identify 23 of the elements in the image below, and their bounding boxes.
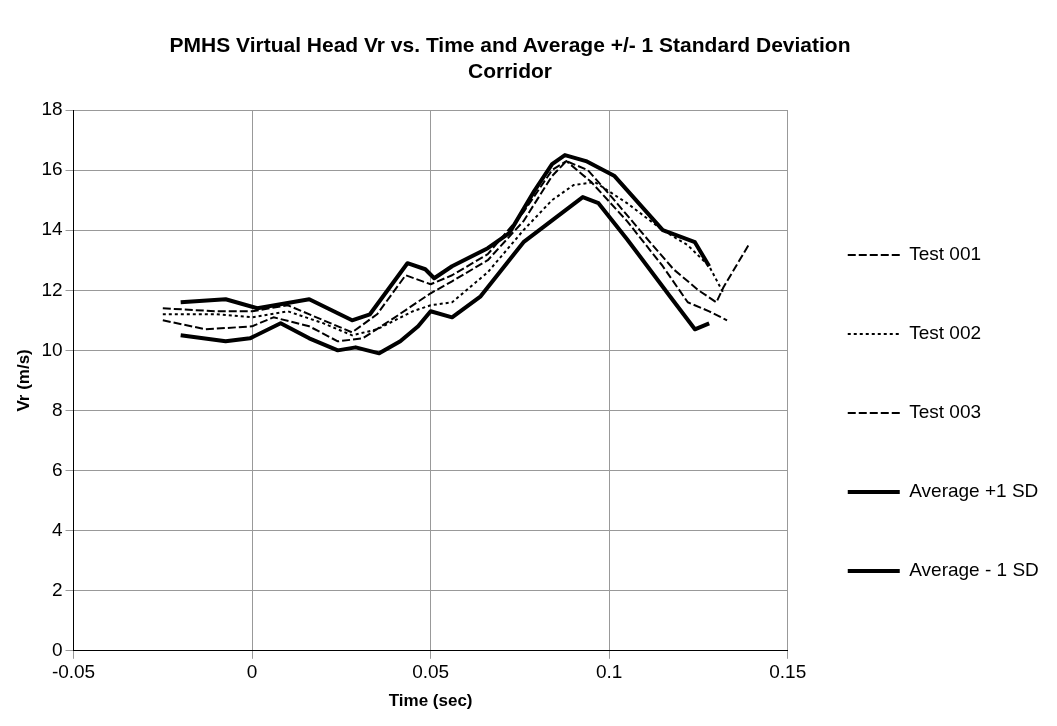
y-tick-label: 16 [41,158,63,180]
x-tick-label: 0.05 [412,661,450,683]
legend-label: Test 002 [909,322,982,344]
y-axis-title: Vr (m/s) [13,349,33,412]
y-tick-label: 2 [51,578,63,600]
x-tick-label: 0.15 [769,661,807,683]
x-axis-title: Time (sec) [388,691,473,711]
y-tick-label: 0 [51,639,63,661]
x-tick-label: 0 [246,661,258,683]
y-tick-label: 8 [51,398,63,420]
legend-label: Test 001 [909,243,982,265]
legend-label: Average - 1 SD [909,559,1039,581]
chart-title: PMHS Virtual Head Vr vs. Time and Average +/- 1 Standard Deviation Corridor [168,32,852,84]
y-tick-label: 18 [41,98,63,120]
x-tick-label: -0.05 [51,661,96,683]
y-tick-label: 14 [41,218,63,240]
x-tick-label: 0.1 [595,661,623,683]
legend-label: Average +1 SD [909,480,1039,502]
y-tick-label: 12 [41,278,63,300]
legend-label: Test 003 [909,401,982,423]
y-tick-label: 6 [51,458,63,480]
y-tick-label: 10 [41,338,63,360]
y-tick-label: 4 [51,518,63,540]
